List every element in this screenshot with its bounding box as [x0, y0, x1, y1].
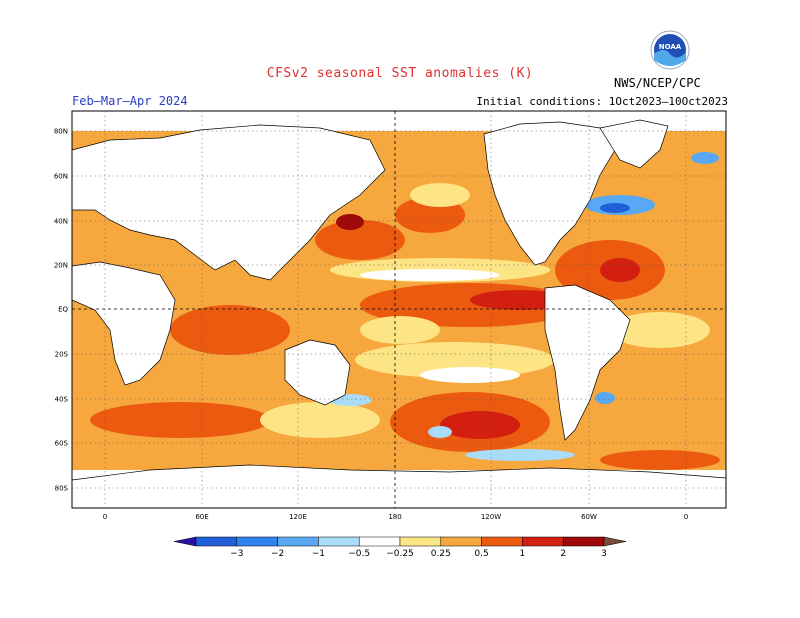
- colorbar-segment: [440, 536, 482, 547]
- colorbar-label: −1: [312, 549, 325, 559]
- lat-label: 60N: [54, 173, 68, 181]
- season-label: Feb–Mar–Apr 2024: [72, 94, 188, 108]
- colorbar-label: −3: [230, 549, 243, 559]
- colorbar-label: −0.5: [348, 549, 370, 559]
- initial-conditions-label: Initial conditions: 1Oct2023–10Oct2023: [476, 95, 728, 108]
- lon-label: 0: [103, 513, 107, 521]
- lon-label: 0: [684, 513, 688, 521]
- colorbar-segment: [236, 536, 278, 547]
- colorbar-segment: [562, 536, 605, 547]
- noaa-logo-icon: NOAA: [650, 30, 690, 70]
- colorbar: −3 −2 −1 −0.5 −0.25 0.25 0.5 1 2 3: [173, 536, 627, 559]
- colorbar-segment: [277, 536, 319, 547]
- colorbar-segment: [522, 536, 564, 547]
- colorbar-segment: [358, 536, 401, 547]
- colorbar-label: −0.25: [386, 549, 414, 559]
- colorbar-label: 3: [601, 549, 607, 559]
- colorbar-segment: [481, 536, 523, 547]
- anomaly-field: [72, 111, 726, 508]
- longitude-labels: 0 60E 120E 180 120W 60W 0: [103, 513, 688, 521]
- lat-label: 40N: [54, 218, 68, 226]
- latitude-labels: 80N 60N 40N 20N EQ 20S 40S 60S 80S: [54, 128, 69, 493]
- colorbar-label: −2: [271, 549, 284, 559]
- colorbar-label: 1: [520, 549, 526, 559]
- colorbar-segment: [195, 536, 238, 547]
- colorbar-over-arrow: [603, 536, 627, 547]
- map-frame: [71, 110, 727, 509]
- lat-label: 40S: [55, 396, 69, 404]
- lon-label: 120W: [481, 513, 501, 521]
- colorbar-under-arrow: [173, 536, 197, 547]
- colorbar-segment: [399, 536, 442, 547]
- map-title: CFSv2 seasonal SST anomalies (K): [266, 66, 534, 81]
- lon-label: 60E: [195, 513, 208, 521]
- lat-label: 20S: [55, 351, 69, 359]
- colorbar-segment: [318, 536, 360, 547]
- lat-label: 60S: [55, 440, 69, 448]
- lon-label: 60W: [581, 513, 597, 521]
- lon-label: 120E: [289, 513, 307, 521]
- lat-label: EQ: [58, 306, 68, 314]
- lat-label: 20N: [54, 262, 68, 270]
- noaa-logo-text: NOAA: [659, 43, 682, 51]
- graticule: [72, 111, 726, 508]
- colorbar-label: 0.5: [474, 549, 488, 559]
- colorbar-label: 0.25: [431, 549, 451, 559]
- colorbar-label: 2: [560, 549, 566, 559]
- lon-label: 180: [388, 513, 401, 521]
- lat-label: 80N: [54, 128, 68, 136]
- lat-label: 80S: [55, 485, 69, 493]
- agency-label: NWS/NCEP/CPC: [614, 76, 701, 90]
